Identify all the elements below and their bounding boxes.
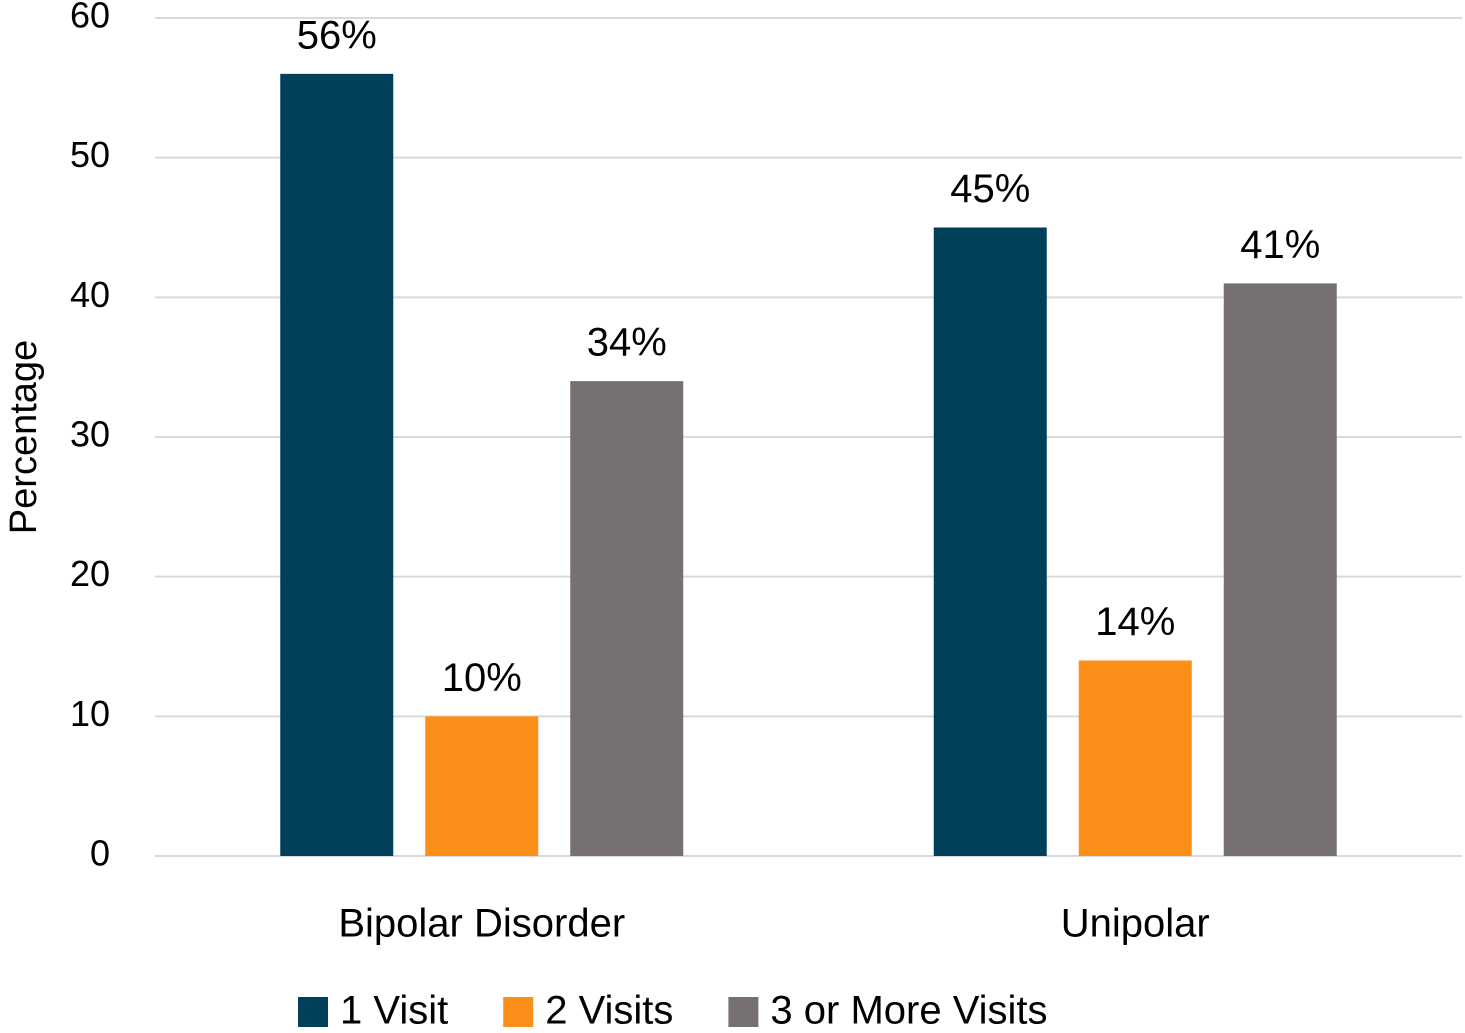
value-label: 14% xyxy=(1095,600,1175,644)
bar xyxy=(933,227,1047,856)
bar xyxy=(570,381,684,856)
value-label: 10% xyxy=(442,656,522,700)
legend-label: 3 or More Visits xyxy=(770,989,1047,1033)
legend-label: 1 Visit xyxy=(340,989,448,1033)
legend-swatch xyxy=(503,997,534,1027)
legend-label: 2 Visits xyxy=(545,989,673,1033)
y-tick-label: 50 xyxy=(70,134,110,175)
y-tick-label: 30 xyxy=(70,414,110,455)
bar xyxy=(280,73,394,856)
bar xyxy=(425,716,539,856)
legend-swatch xyxy=(298,997,328,1027)
value-label: 45% xyxy=(950,167,1030,211)
bar xyxy=(1223,283,1337,856)
y-tick-label: 0 xyxy=(90,833,110,874)
x-tick-label: Bipolar Disorder xyxy=(338,902,625,946)
y-tick-label: 40 xyxy=(70,274,110,315)
x-tick-label: Unipolar xyxy=(1061,902,1210,946)
y-tick-label: 60 xyxy=(70,0,110,36)
value-label: 34% xyxy=(587,321,667,365)
y-tick-label: 10 xyxy=(70,693,110,734)
legend-swatch xyxy=(728,997,759,1027)
value-label: 41% xyxy=(1240,223,1320,267)
y-axis-label: Percentage xyxy=(3,340,45,534)
y-tick-label: 20 xyxy=(70,553,110,594)
value-label: 56% xyxy=(297,13,377,57)
bar xyxy=(1078,660,1192,856)
